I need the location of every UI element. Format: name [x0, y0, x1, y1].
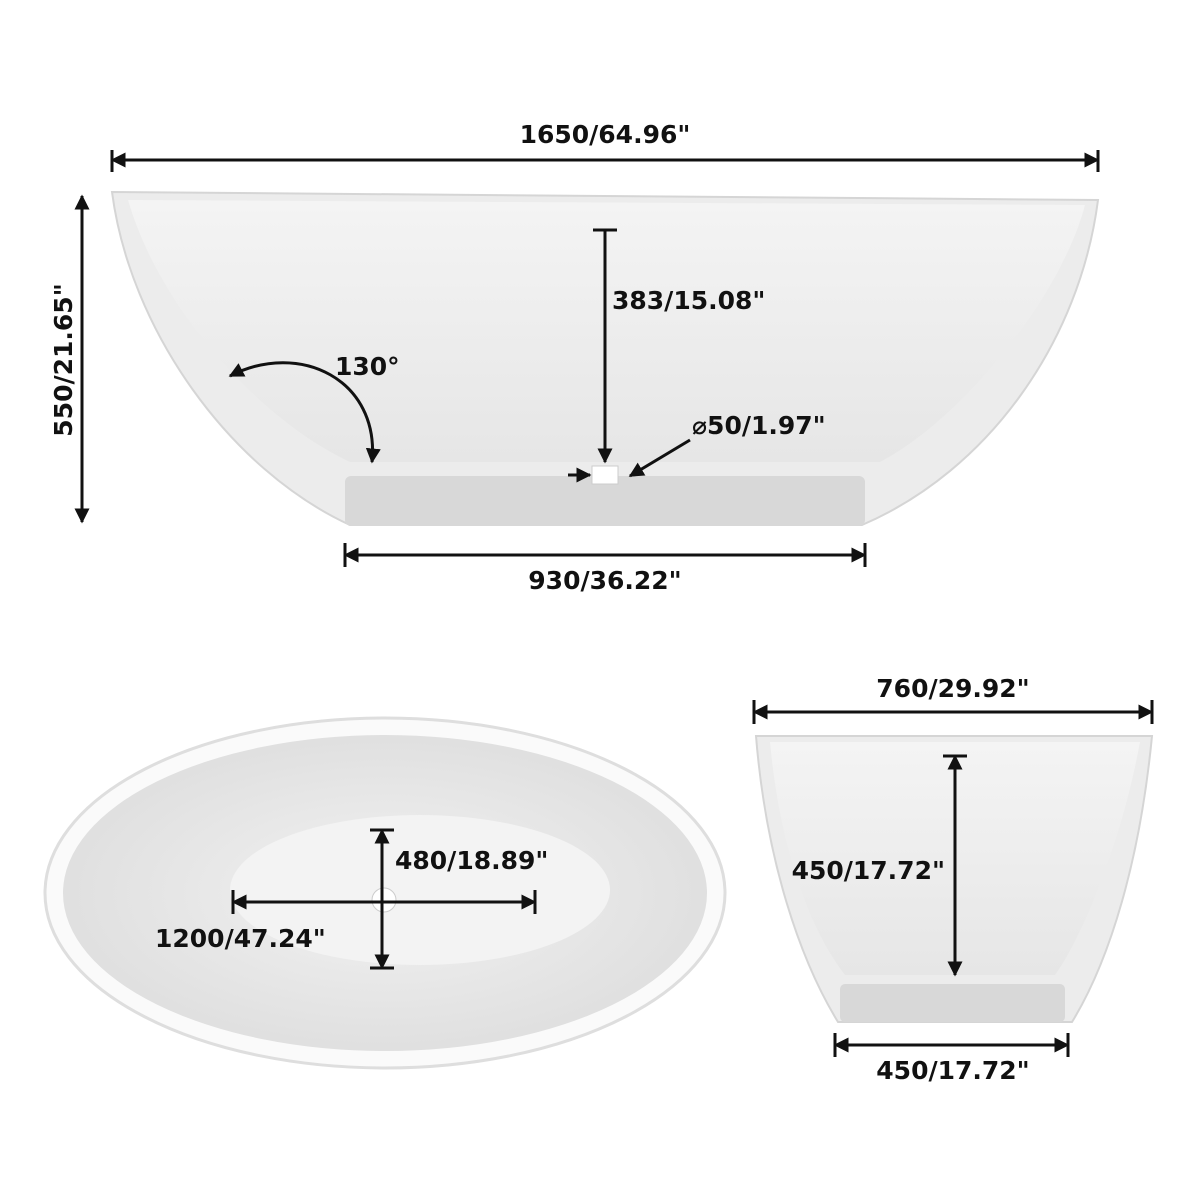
- inner-depth: 450/17.72": [792, 856, 945, 885]
- inner-depth: 383/15.08": [612, 286, 765, 315]
- tub-base: [345, 476, 865, 526]
- drain-diameter: ⌀50/1.97": [692, 411, 826, 440]
- top-view: 480/18.89" 1200/47.24": [43, 716, 727, 1070]
- side-view: 760/29.92" 450/17.72" 450/17.72": [752, 674, 1154, 1085]
- tub-base: [840, 984, 1065, 1022]
- backrest-angle: 130°: [335, 352, 400, 381]
- angle-arc: [228, 361, 381, 464]
- tub-floor: [230, 815, 610, 965]
- inner-width: 480/18.89": [395, 846, 548, 875]
- drain: [371, 887, 397, 913]
- overall-width: 760/29.92": [876, 674, 1029, 703]
- overall-height: 550/21.65": [49, 283, 78, 436]
- leader-line: [628, 438, 691, 478]
- overall-length: 1650/64.96": [520, 120, 691, 149]
- inner-length: 1200/47.24": [155, 924, 326, 953]
- base-width: 450/17.72": [876, 1056, 1029, 1085]
- base-length: 930/36.22": [528, 566, 681, 595]
- drain: [591, 465, 619, 485]
- front-view: 1650/64.96" 550/21.65" 383/15.08" 130° ⌀…: [49, 120, 1100, 595]
